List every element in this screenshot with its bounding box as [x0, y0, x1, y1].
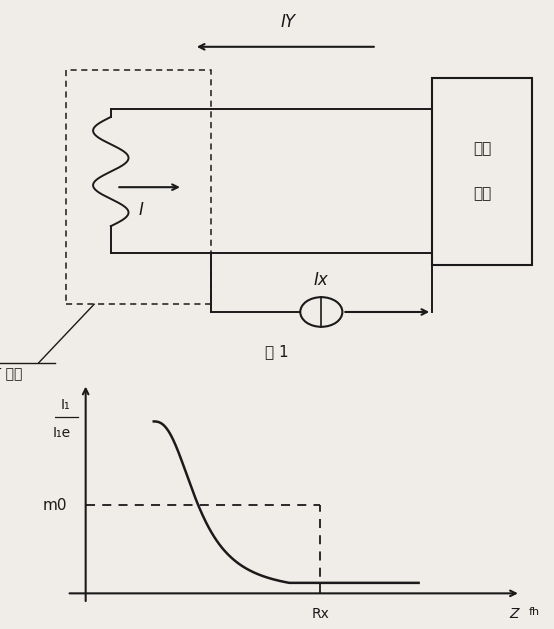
Text: Rx: Rx: [311, 607, 329, 621]
Text: m0: m0: [42, 498, 66, 513]
Text: fh: fh: [529, 607, 540, 617]
Text: Z: Z: [510, 607, 519, 621]
Text: I₁: I₁: [61, 398, 70, 413]
Text: I₁e: I₁e: [53, 426, 70, 440]
Text: I: I: [138, 201, 143, 219]
Text: Ix: Ix: [314, 271, 329, 289]
Text: 图 1: 图 1: [265, 344, 289, 359]
Text: CT 绕组: CT 绕组: [0, 367, 23, 381]
Text: 装置: 装置: [473, 187, 491, 201]
Text: 保护: 保护: [473, 142, 491, 157]
Text: IY: IY: [280, 13, 296, 31]
